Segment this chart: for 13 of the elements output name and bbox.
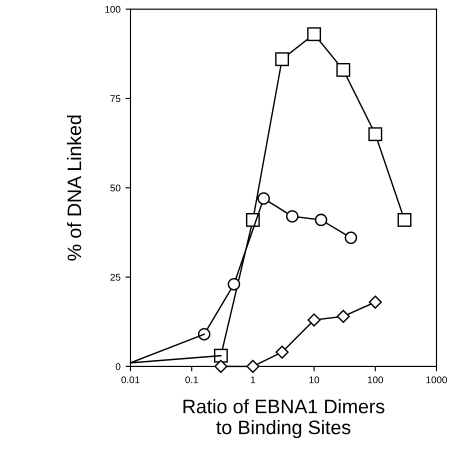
y-tick-label: 25 — [110, 274, 120, 281]
x-tick-label: 1000 — [426, 376, 447, 384]
y-tick-label: 75 — [110, 95, 120, 102]
y-axis-title: % of DNA Linked — [66, 116, 82, 261]
x-tick-label: 0.01 — [121, 376, 140, 384]
y-tick-label: 0 — [116, 363, 120, 370]
x-tick-label: 100 — [368, 376, 384, 384]
y-tick-label: 50 — [110, 184, 120, 192]
x-tick-label: 10 — [309, 376, 320, 384]
y-tick-label: 100 — [105, 6, 120, 13]
x-axis-title: Ratio of EBNA1 Dimers to Binding Sites — [184, 399, 384, 438]
x-tick-label: 0.1 — [185, 376, 198, 384]
x-tick-label: 1 — [250, 376, 256, 384]
